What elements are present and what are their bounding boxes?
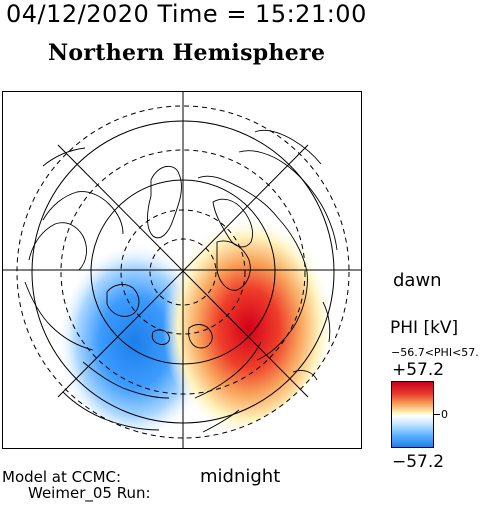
hemisphere-title: Northern Hemisphere [48, 40, 326, 66]
meridian-line [57, 144, 309, 398]
colorbar-range-text: −56.7<PHI<57. [391, 346, 479, 359]
date-time-title: 04/12/2020 Time = 15:21:00 [6, 0, 367, 28]
model-label: Model at CCMC: [2, 468, 122, 486]
coastlines [24, 129, 338, 433]
dawn-label: dawn [393, 270, 442, 291]
polar-map [3, 92, 361, 448]
midnight-label: midnight [200, 466, 281, 487]
colorbar-zero-tick [434, 414, 440, 415]
latitude-circle-outer [16, 105, 350, 439]
colorbar [391, 381, 434, 448]
run-label: Weimer_05 Run: [28, 484, 151, 502]
colorbar-min-label: −57.2 [392, 452, 445, 472]
colorbar-max-label: +57.2 [392, 360, 445, 380]
positive-potential-cell [163, 216, 335, 438]
polar-map-panel [2, 91, 362, 449]
colorbar-title: PHI [kV] [390, 318, 459, 338]
colorbar-zero-label: 0 [441, 408, 448, 421]
